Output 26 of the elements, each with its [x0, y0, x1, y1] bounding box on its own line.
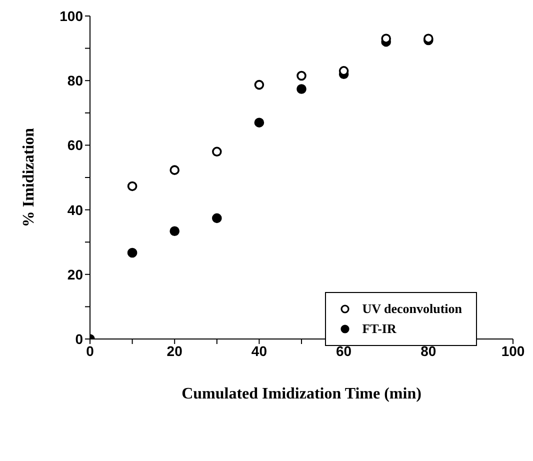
x-tick-label: 0: [86, 342, 94, 359]
x-tick-label: 40: [251, 342, 268, 359]
x-tick-label: 20: [166, 342, 183, 359]
point: [212, 146, 222, 157]
point: [296, 84, 306, 94]
legend-label: FT-IR: [362, 320, 396, 338]
point: [127, 181, 138, 192]
x-axis-title: Cumulated Imidization Time (min): [182, 385, 422, 402]
point: [127, 248, 138, 258]
point: [254, 80, 264, 90]
legend-label: UV deconvolution: [362, 300, 462, 318]
y-tick-label: 60: [67, 137, 84, 154]
point: [170, 165, 180, 175]
point: [254, 118, 264, 128]
x-tick-label: 80: [420, 342, 436, 359]
point: [212, 213, 222, 224]
point: [296, 70, 306, 81]
y-tick-label: 100: [60, 8, 84, 24]
y-tick-label: 40: [67, 202, 84, 218]
point: [170, 226, 180, 236]
y-tick-label: 20: [67, 266, 84, 282]
y-axis-title: % Imidization: [20, 128, 38, 228]
y-tick-label: 80: [67, 72, 84, 89]
x-tick-label: 60: [336, 342, 352, 359]
x-tick-label: 100: [501, 342, 525, 359]
y-tick-label: 0: [75, 330, 84, 347]
